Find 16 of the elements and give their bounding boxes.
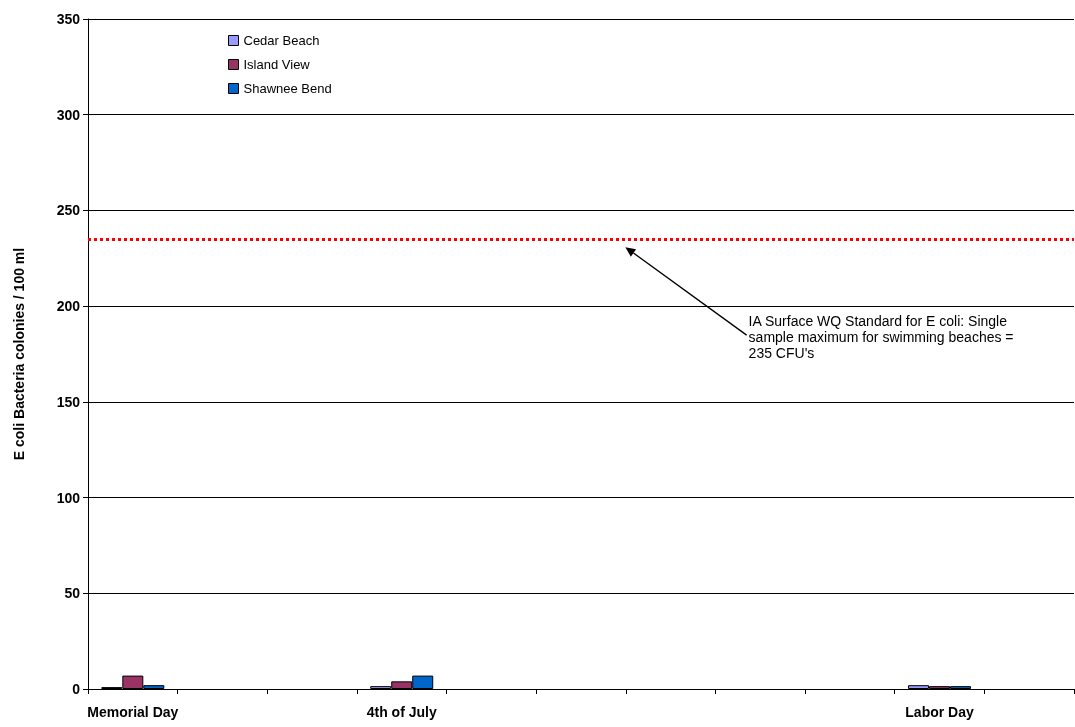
y-axis-title: E coli Bacteria colonies / 100 ml: [11, 247, 27, 461]
y-tick-label: 350: [56, 11, 81, 27]
x-tick-label: Labor Day: [905, 704, 974, 720]
y-tick-label: 300: [56, 106, 81, 123]
x-tick-label: 4th of July: [366, 704, 437, 720]
legend-label: Island View: [243, 57, 311, 72]
annotation: IA Surface WQ Standard for E coli: Single sample maximum for swimming beaches = 235 CFU's: [748, 313, 1018, 362]
legend-label: Cedar Beach: [243, 33, 320, 48]
legend-label: Shawnee Bend: [243, 81, 332, 96]
y-tick-label: 250: [56, 202, 81, 219]
y-tick-label: 50: [64, 585, 81, 602]
y-tick-label: 0: [72, 681, 81, 697]
x-tick-label: Memorial Day: [87, 704, 179, 720]
y-tick-label: 100: [56, 489, 81, 506]
y-tick-label: 200: [56, 298, 81, 315]
y-tick-label: 150: [56, 393, 81, 410]
